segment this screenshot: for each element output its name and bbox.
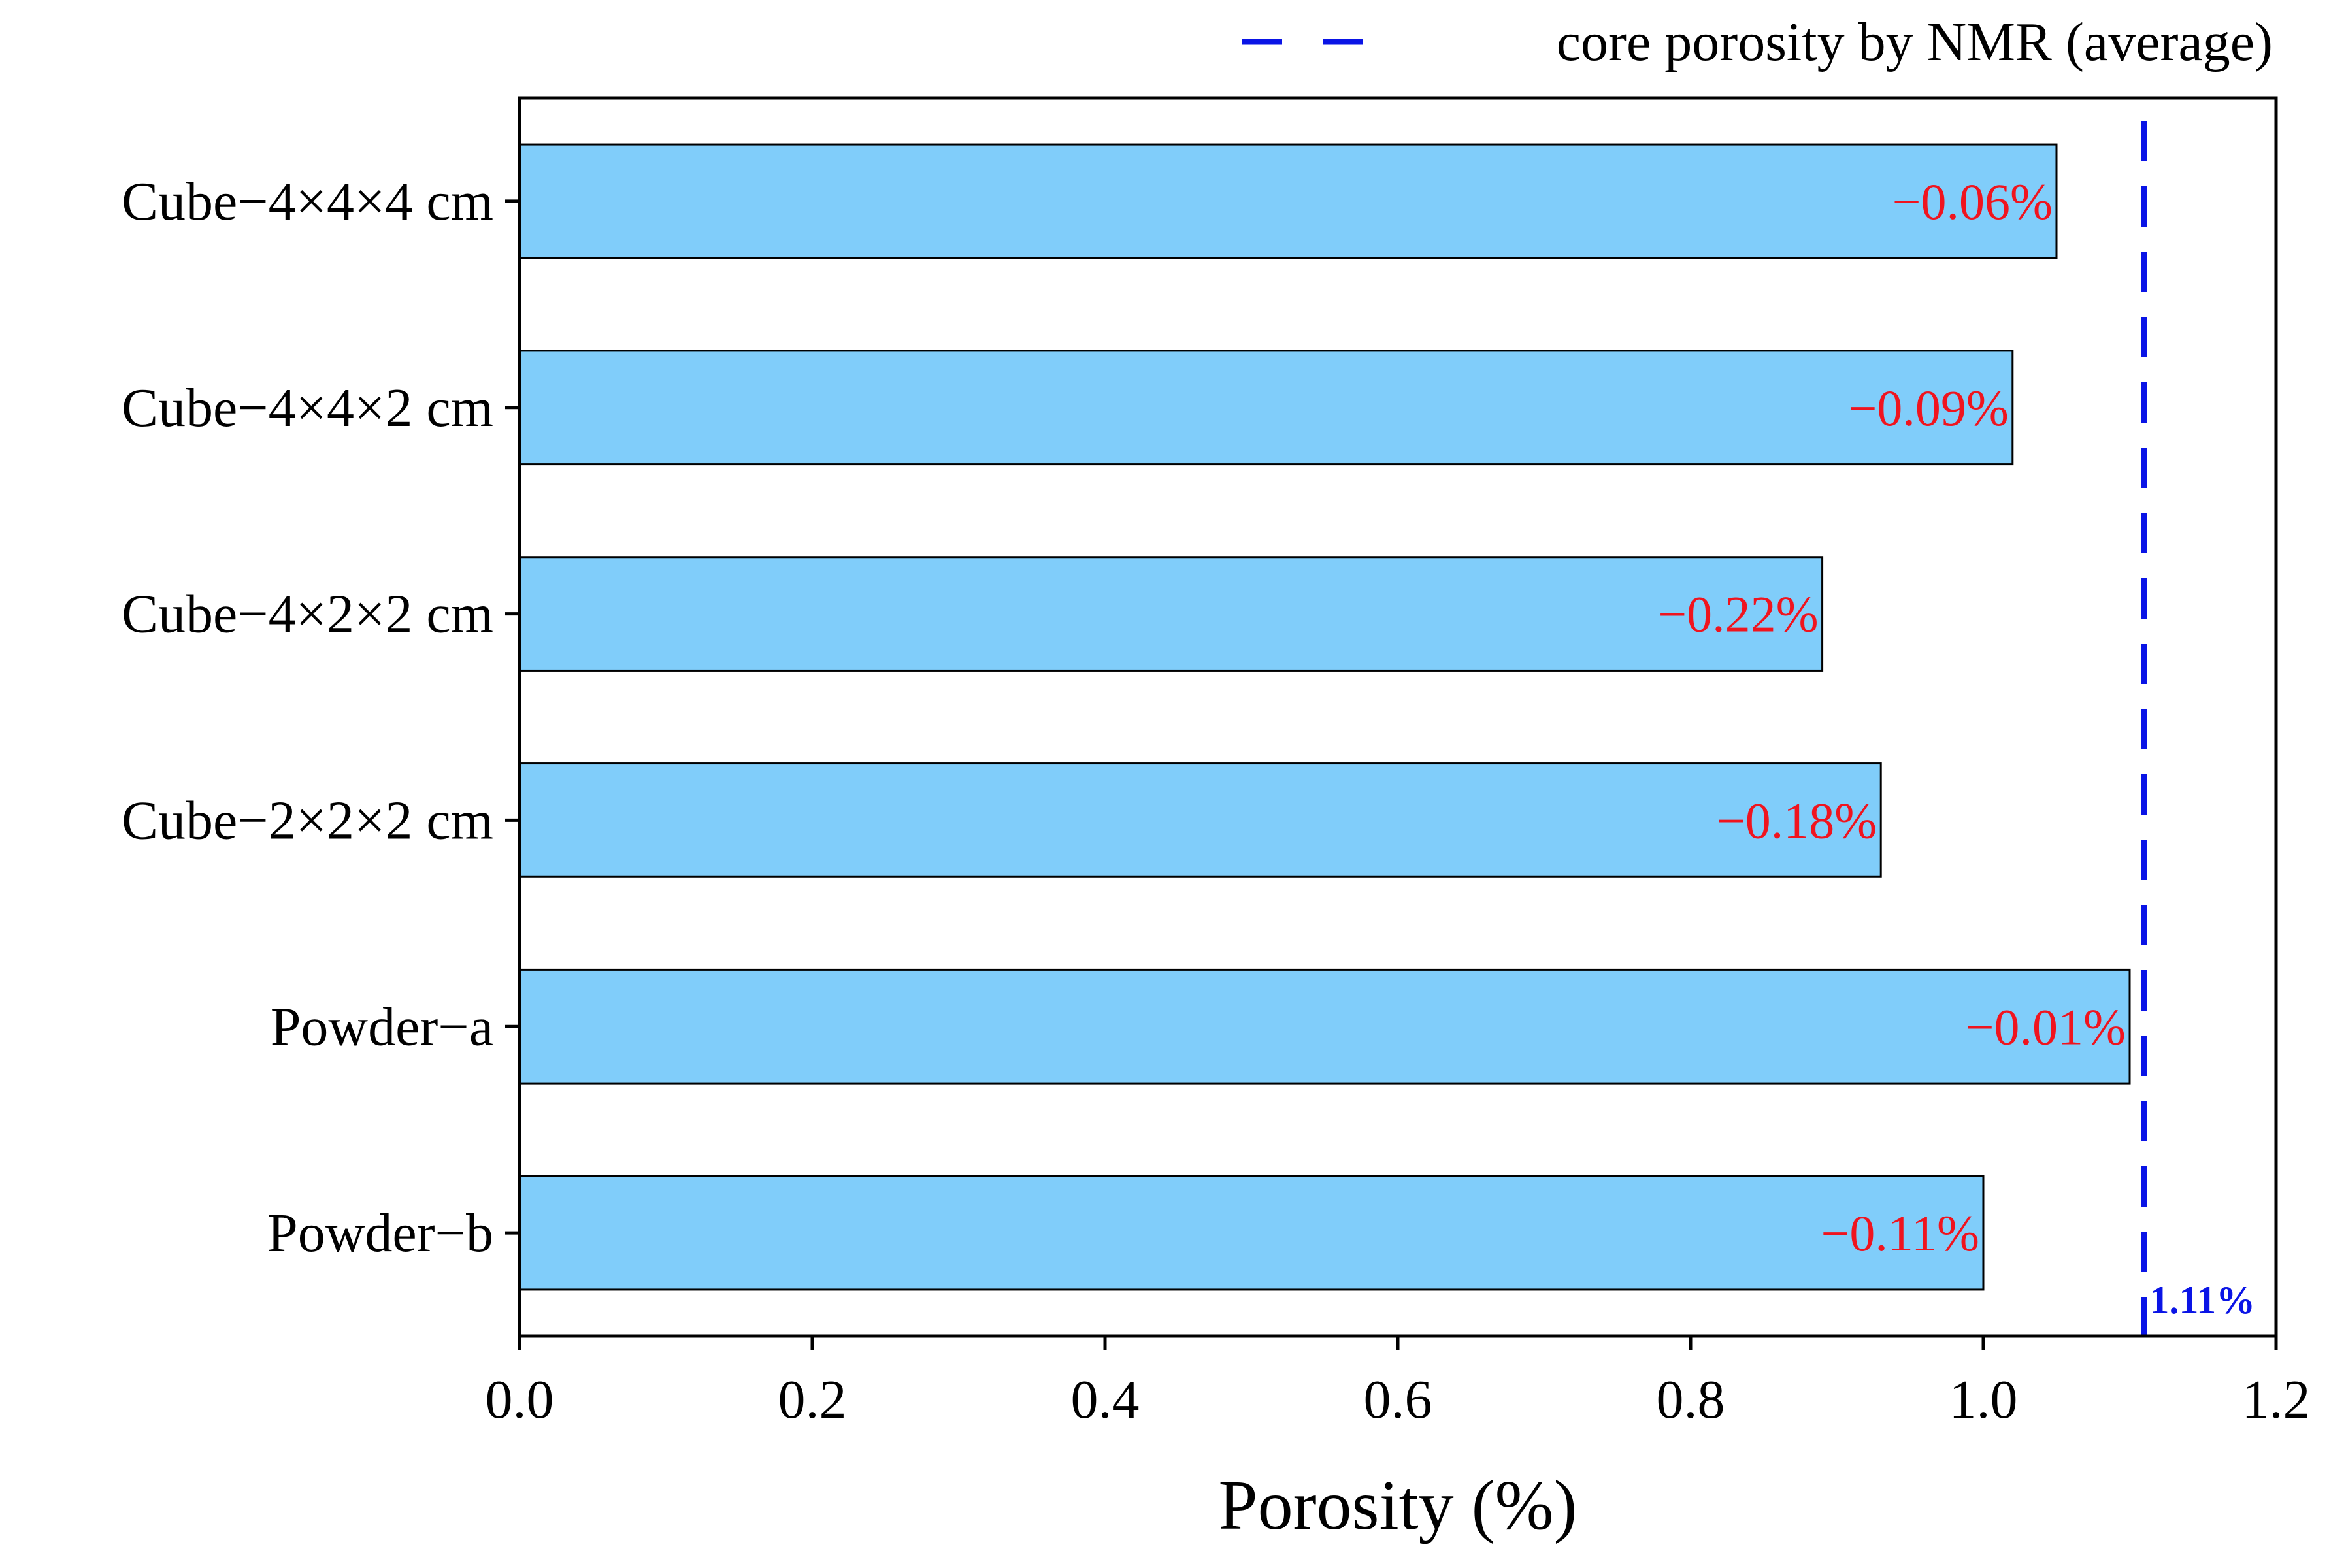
bar (518, 143, 2058, 259)
bar (518, 556, 1824, 672)
bar-label: −0.09% (1848, 380, 2008, 436)
bar-label: −0.06% (1892, 173, 2053, 230)
x-tick-label: 1.2 (2242, 1369, 2311, 1430)
reference-line-group: 1.11% (2141, 121, 2255, 1336)
category-label: Powder−b (267, 1203, 493, 1264)
legend: core porosity by NMR (average) (1242, 12, 2273, 73)
bar-label: −0.11% (1821, 1205, 1979, 1262)
reference-line-label: 1.11% (2149, 1279, 2255, 1322)
x-tick-label: 0.2 (778, 1369, 847, 1430)
bars (518, 143, 2131, 1291)
bar (518, 762, 1882, 878)
bar (518, 350, 2014, 466)
category-label: Powder−a (271, 996, 493, 1057)
category-label: Cube−4×4×4 cm (122, 171, 493, 232)
bar-label: −0.01% (1966, 998, 2126, 1055)
category-label: Cube−4×4×2 cm (122, 378, 493, 438)
bar-label: −0.22% (1658, 586, 1818, 643)
bar (518, 968, 2131, 1085)
bar-label: −0.18% (1717, 792, 1877, 849)
bar (518, 1175, 1985, 1291)
bar-labels: −0.06% −0.09% −0.22% −0.18% −0.01% −0.11% (1658, 173, 2126, 1262)
x-axis: 0.0 0.2 0.4 0.6 0.8 1.0 1.2 (486, 1336, 2311, 1430)
x-tick-label: 0.8 (1657, 1369, 1725, 1430)
plot-frame (518, 96, 2278, 1338)
category-label: Cube−2×2×2 cm (122, 790, 493, 851)
y-axis: Cube−4×4×4 cm Cube−4×4×2 cm Cube−4×2×2 cm C… (122, 171, 520, 1264)
x-tick-label: 0.0 (486, 1369, 554, 1430)
x-tick-label: 1.0 (1949, 1369, 2018, 1430)
legend-label: core porosity by NMR (average) (1557, 12, 2273, 73)
x-tick-label: 0.6 (1364, 1369, 1432, 1430)
category-label: Cube−4×2×2 cm (122, 584, 493, 645)
x-tick-label: 0.4 (1071, 1369, 1140, 1430)
x-axis-title: Porosity (%) (1219, 1467, 1577, 1544)
